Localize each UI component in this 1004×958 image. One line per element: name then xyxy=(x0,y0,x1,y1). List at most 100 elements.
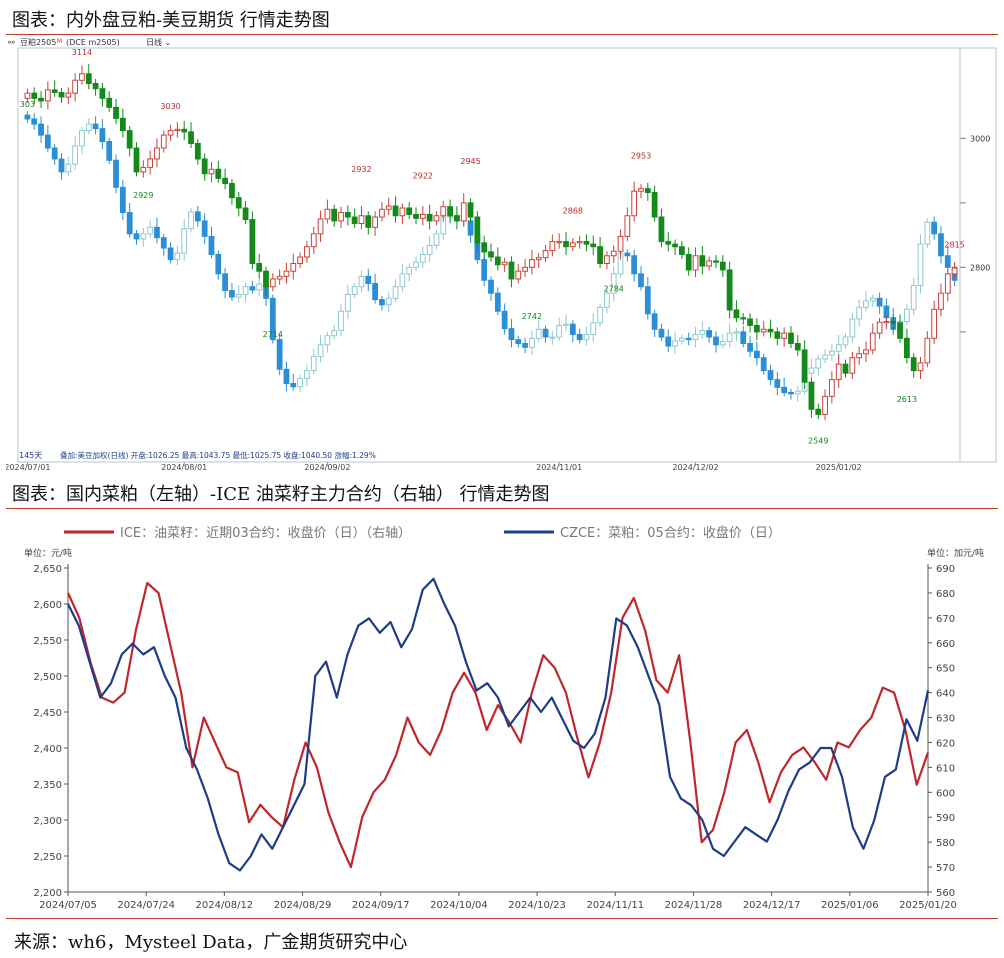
candle-body xyxy=(160,134,167,149)
main-series xyxy=(24,64,958,421)
overlay-candle xyxy=(147,226,154,235)
candle-body xyxy=(399,207,406,217)
period-count: 145天 xyxy=(19,451,42,460)
overlay-candle xyxy=(944,255,951,268)
overlay-candle xyxy=(590,322,597,335)
overlay-candle xyxy=(910,284,917,310)
candle-body xyxy=(338,212,344,222)
overlay-candle xyxy=(692,333,699,341)
left-tick-label: 2,500 xyxy=(33,672,62,683)
price-annotation: 2929 xyxy=(133,191,153,200)
overlay-candle xyxy=(297,377,303,388)
overlay-candle xyxy=(58,158,65,173)
x-tick-label: 2024/12/17 xyxy=(743,900,801,911)
candle-body xyxy=(208,168,215,175)
legend-label: ICE：油菜籽：近期03合约：收盘价（日）（右轴） xyxy=(120,525,411,541)
right-tick-label: 600 xyxy=(936,788,955,799)
candle-body xyxy=(883,321,890,324)
candle-body xyxy=(126,130,133,149)
left-tick-label: 2,200 xyxy=(33,888,62,899)
candle-body xyxy=(815,408,822,415)
candle-body xyxy=(419,213,426,219)
source-rule xyxy=(6,918,998,919)
legend-label: CZCE：菜粕：05合约：收盘价（日） xyxy=(560,525,781,541)
overlay-candle xyxy=(385,297,392,306)
price-annotation: 2922 xyxy=(413,172,433,181)
candle-body xyxy=(903,337,910,359)
overlay-candle xyxy=(658,328,665,338)
overlay-candle xyxy=(338,310,344,332)
overlay-candle xyxy=(201,220,208,237)
overlay-candle xyxy=(249,286,256,291)
x-tick-label: 2025/01/06 xyxy=(821,900,879,911)
overlay-candle xyxy=(529,337,535,348)
candle-body xyxy=(788,332,794,344)
overlay-candle xyxy=(903,308,910,323)
overlay-candle xyxy=(849,318,856,338)
candle-body xyxy=(447,206,453,217)
overlay-candle xyxy=(699,330,706,335)
overlay-candle xyxy=(644,286,651,315)
overlay-candle xyxy=(767,370,774,381)
overlay-candle xyxy=(679,337,685,342)
overlay-candle xyxy=(174,252,181,261)
candle-body xyxy=(679,246,685,255)
overlay-candle xyxy=(419,253,426,263)
overlay-candle xyxy=(665,336,672,347)
overlay-candle xyxy=(344,293,351,312)
overlay-candle xyxy=(863,300,869,308)
overlay-candle xyxy=(808,367,815,374)
candle-body xyxy=(119,117,126,132)
overlay-candle xyxy=(542,328,549,338)
candle-body xyxy=(358,215,365,224)
candle-body xyxy=(931,308,938,339)
candle-body xyxy=(638,188,644,192)
candle-body xyxy=(235,197,242,209)
overlay-candle xyxy=(563,323,569,326)
candle-body xyxy=(706,260,713,267)
overlay-candle xyxy=(869,297,876,302)
candle-body xyxy=(801,349,808,383)
candle-body xyxy=(276,275,283,280)
candle-body xyxy=(256,262,263,272)
candle-body xyxy=(658,216,665,243)
price-annotation: 2784 xyxy=(604,285,624,294)
candle-body xyxy=(242,207,249,221)
overlay-candle xyxy=(624,252,631,257)
candle-body xyxy=(113,106,119,119)
overlay-candle xyxy=(154,226,160,239)
candle-body xyxy=(685,253,692,271)
x-tick-label: 2024/10/23 xyxy=(508,900,566,911)
x-tick-label: 2024/10/04 xyxy=(430,900,488,911)
overlay-candle xyxy=(631,255,638,275)
overlay-candle xyxy=(358,275,365,288)
overlay-candle xyxy=(140,233,147,240)
overlay-info: 叠加:美豆加权(日线) 开盘:1026.25 最高:1043.75 最低:102… xyxy=(60,450,376,460)
candle-body xyxy=(365,215,372,228)
overlay-candle xyxy=(706,330,713,338)
overlay-candle xyxy=(65,163,72,173)
overlay-candle xyxy=(406,266,413,275)
right-tick-label: 630 xyxy=(936,714,955,725)
title-rule-1 xyxy=(6,34,998,35)
overlay-candle xyxy=(760,357,767,372)
candle-body xyxy=(65,92,72,98)
candle-body xyxy=(747,318,753,326)
overlay-candle xyxy=(399,273,406,288)
overlay-candle xyxy=(508,328,515,341)
candle-body xyxy=(863,349,869,355)
candle-body xyxy=(188,131,194,144)
candle-body xyxy=(856,353,863,359)
candle-body xyxy=(774,331,781,339)
candle-body xyxy=(494,256,501,266)
candle-body xyxy=(590,243,597,248)
overlay-candle xyxy=(938,233,944,257)
right-tick-label: 650 xyxy=(936,664,955,675)
candle-body xyxy=(938,292,944,310)
candle-body xyxy=(924,337,931,364)
right-tick-label: 670 xyxy=(936,614,955,625)
left-tick-label: 2,250 xyxy=(33,852,62,863)
candle-body xyxy=(181,128,188,133)
candle-body xyxy=(563,241,569,248)
candle-body xyxy=(283,270,290,277)
